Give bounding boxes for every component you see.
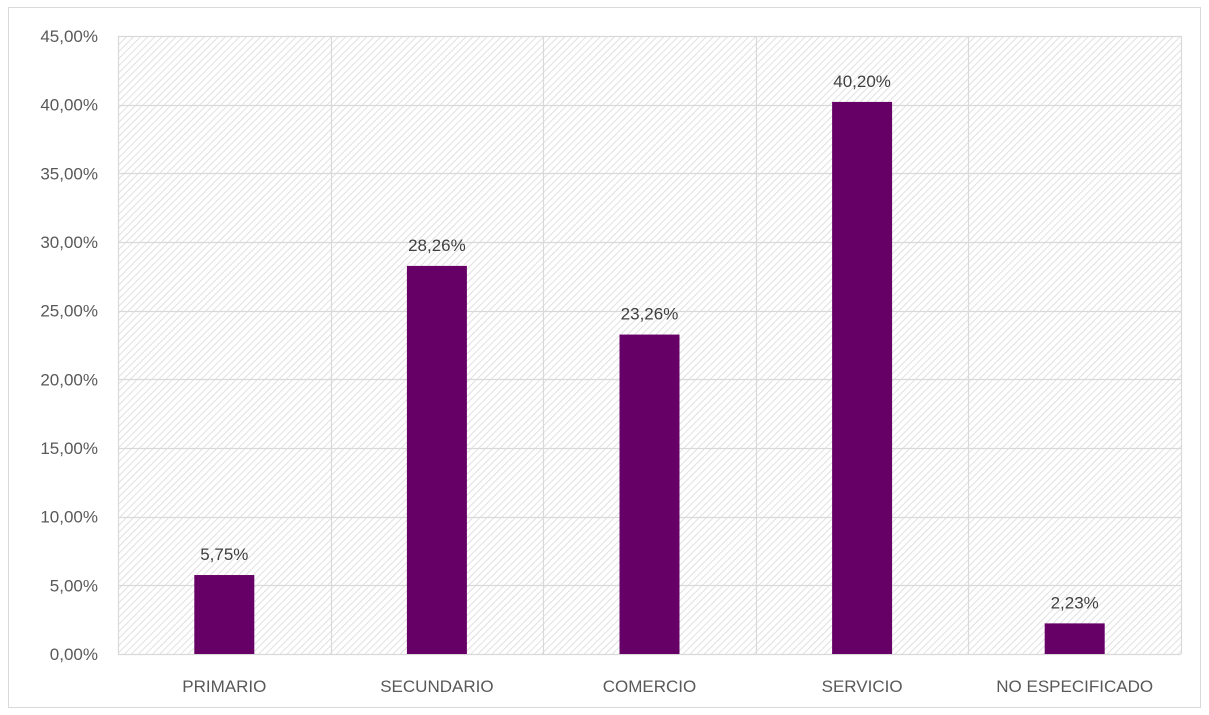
y-tick-label: 15,00% [40, 439, 98, 458]
y-axis-tick-labels: 0,00% 5,00% 10,00% 15,00% 20,00% 25,00% 30,00%… [40, 27, 98, 664]
y-tick-label: 30,00% [40, 233, 98, 252]
y-tick-label: 0,00% [50, 645, 98, 664]
data-labels: 5,75% 28,26% 23,26% 40,20% 2,23% [200, 72, 1099, 612]
y-tick-label: 35,00% [40, 164, 98, 183]
x-axis-category-labels: PRIMARIO SECUNDARIO COMERCIO SERVICIO NO ESP… [182, 677, 1153, 696]
y-tick-label: 10,00% [40, 508, 98, 527]
data-label: 40,20% [833, 72, 891, 91]
y-tick-label: 40,00% [40, 96, 98, 115]
y-tick-label: 20,00% [40, 370, 98, 389]
x-category-label: SERVICIO [822, 677, 903, 696]
gridlines [117, 35, 1183, 656]
x-category-label: COMERCIO [603, 677, 697, 696]
bar [619, 334, 680, 654]
x-category-label: NO ESPECIFICADO [996, 677, 1153, 696]
bar [406, 265, 467, 654]
bar [194, 575, 255, 654]
data-label: 2,23% [1051, 593, 1099, 612]
x-category-label: PRIMARIO [182, 677, 266, 696]
x-category-label: SECUNDARIO [380, 677, 493, 696]
y-tick-label: 5,00% [50, 576, 98, 595]
data-label: 28,26% [408, 236, 466, 255]
bar [832, 101, 893, 655]
y-tick-label: 25,00% [40, 302, 98, 321]
bars [194, 101, 1105, 655]
bar [1044, 623, 1105, 654]
data-label: 23,26% [621, 305, 679, 324]
y-tick-label: 45,00% [40, 27, 98, 46]
data-label: 5,75% [200, 545, 248, 564]
